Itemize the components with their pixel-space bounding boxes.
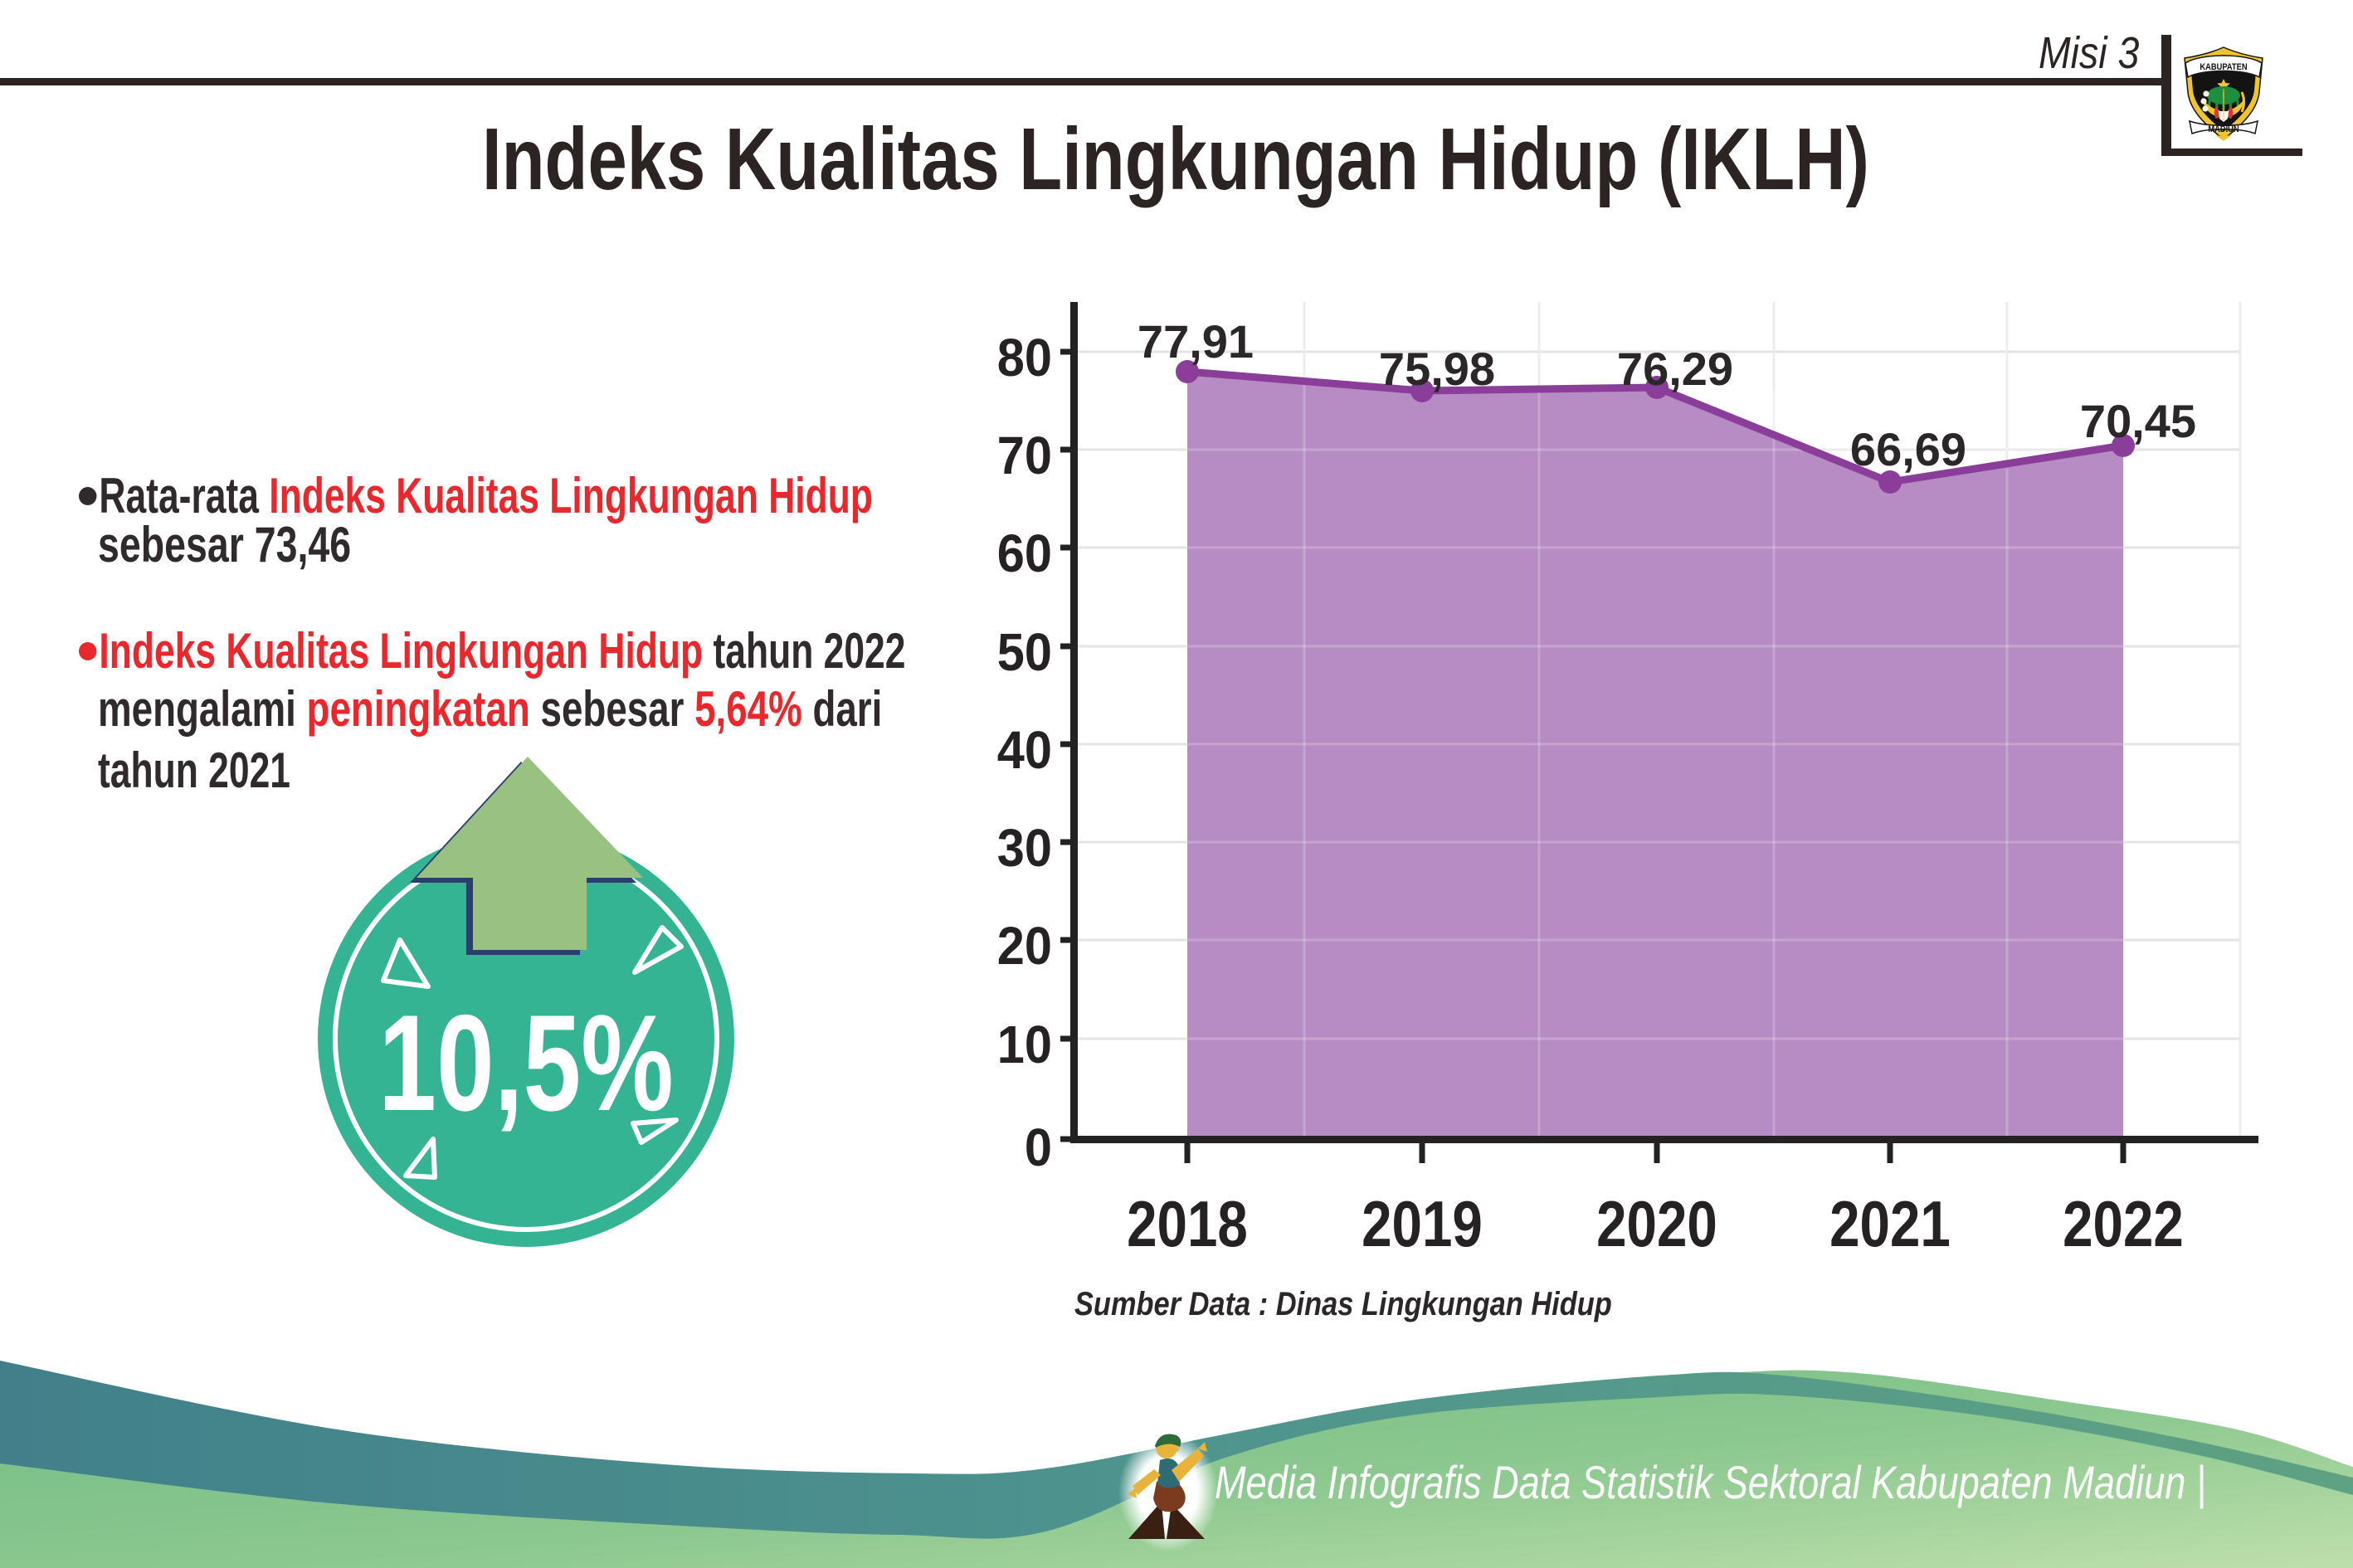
svg-text:60: 60 (997, 524, 1052, 583)
svg-text:2018: 2018 (1127, 1189, 1248, 1261)
svg-text:70: 70 (997, 426, 1052, 485)
svg-text:77,91: 77,91 (1138, 315, 1254, 368)
svg-text:66,69: 66,69 (1850, 423, 1966, 475)
svg-text:50: 50 (997, 623, 1052, 682)
svg-text:2019: 2019 (1362, 1189, 1483, 1261)
svg-text:30: 30 (997, 819, 1052, 878)
svg-text:80: 80 (997, 329, 1052, 387)
svg-text:10,5%: 10,5% (378, 986, 674, 1140)
svg-text:2020: 2020 (1596, 1189, 1717, 1261)
svg-text:70,45: 70,45 (2080, 395, 2196, 447)
svg-text:2021: 2021 (1829, 1189, 1951, 1261)
svg-text:75,98: 75,98 (1379, 343, 1495, 395)
svg-text:Media Infografis Data Statisti: Media Infografis Data Statistik Sektoral… (1215, 1456, 2206, 1508)
svg-text:0: 0 (1025, 1118, 1052, 1177)
svg-text:76,29: 76,29 (1617, 343, 1733, 395)
svg-text:20: 20 (997, 917, 1052, 976)
svg-text:KABUPATEN: KABUPATEN (2200, 62, 2247, 72)
svg-text:10: 10 (997, 1015, 1052, 1074)
svg-text:2022: 2022 (2063, 1189, 2184, 1261)
svg-text:MADIUN: MADIUN (2208, 124, 2239, 134)
svg-text:40: 40 (997, 721, 1052, 780)
svg-text:Sumber Data : Dinas Lingkungan: Sumber Data : Dinas Lingkungan Hidup (1074, 1285, 1612, 1322)
